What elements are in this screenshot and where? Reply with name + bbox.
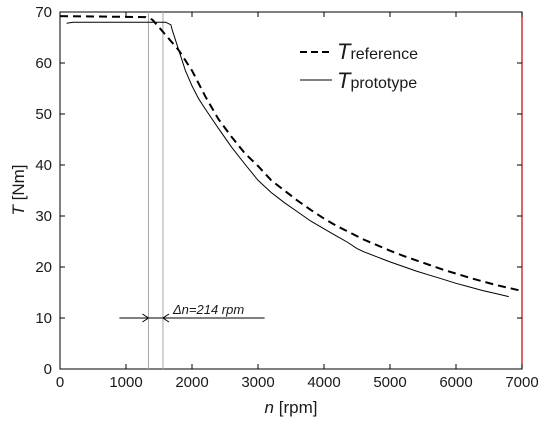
y-tick-label: 0 — [44, 361, 52, 378]
delta-arrow-right — [162, 313, 170, 323]
x-tick-label: 0 — [56, 374, 64, 391]
y-axis-title: T [Nm] — [9, 164, 28, 215]
delta-label: Δn=214 rpm — [172, 302, 244, 317]
legend: Treference Tprototype — [300, 39, 418, 93]
legend-label-reference: Treference — [337, 39, 418, 64]
y-tick-label: 20 — [35, 259, 52, 276]
legend-label-prototype: Tprototype — [337, 68, 417, 93]
plot-area-frame — [59, 11, 523, 370]
y-axis-ticks: 0 10 20 30 40 50 60 70 — [35, 4, 522, 378]
series-line-prototype — [66, 21, 509, 298]
x-tick-label: 6000 — [439, 374, 472, 391]
x-tick-label: 7000 — [505, 374, 538, 391]
y-tick-label: 30 — [35, 208, 52, 225]
x-axis-ticks: 0 1000 2000 3000 4000 5000 6000 7000 — [56, 12, 539, 391]
y-tick-label: 60 — [35, 55, 52, 72]
x-tick-label: 1000 — [109, 374, 142, 391]
x-tick-label: 2000 — [175, 374, 208, 391]
y-tick-label: 70 — [35, 4, 52, 21]
y-tick-label: 40 — [35, 157, 52, 174]
y-tick-label: 10 — [35, 310, 52, 327]
series-line-reference — [59, 15, 523, 292]
x-tick-label: 5000 — [373, 374, 406, 391]
delta-arrow-left — [142, 313, 150, 323]
delta-annotation: Δn=214 rpm — [119, 302, 265, 323]
x-tick-label: 4000 — [307, 374, 340, 391]
y-tick-label: 50 — [35, 106, 52, 123]
x-tick-label: 3000 — [241, 374, 274, 391]
x-axis-title: n [rpm] — [265, 398, 318, 417]
